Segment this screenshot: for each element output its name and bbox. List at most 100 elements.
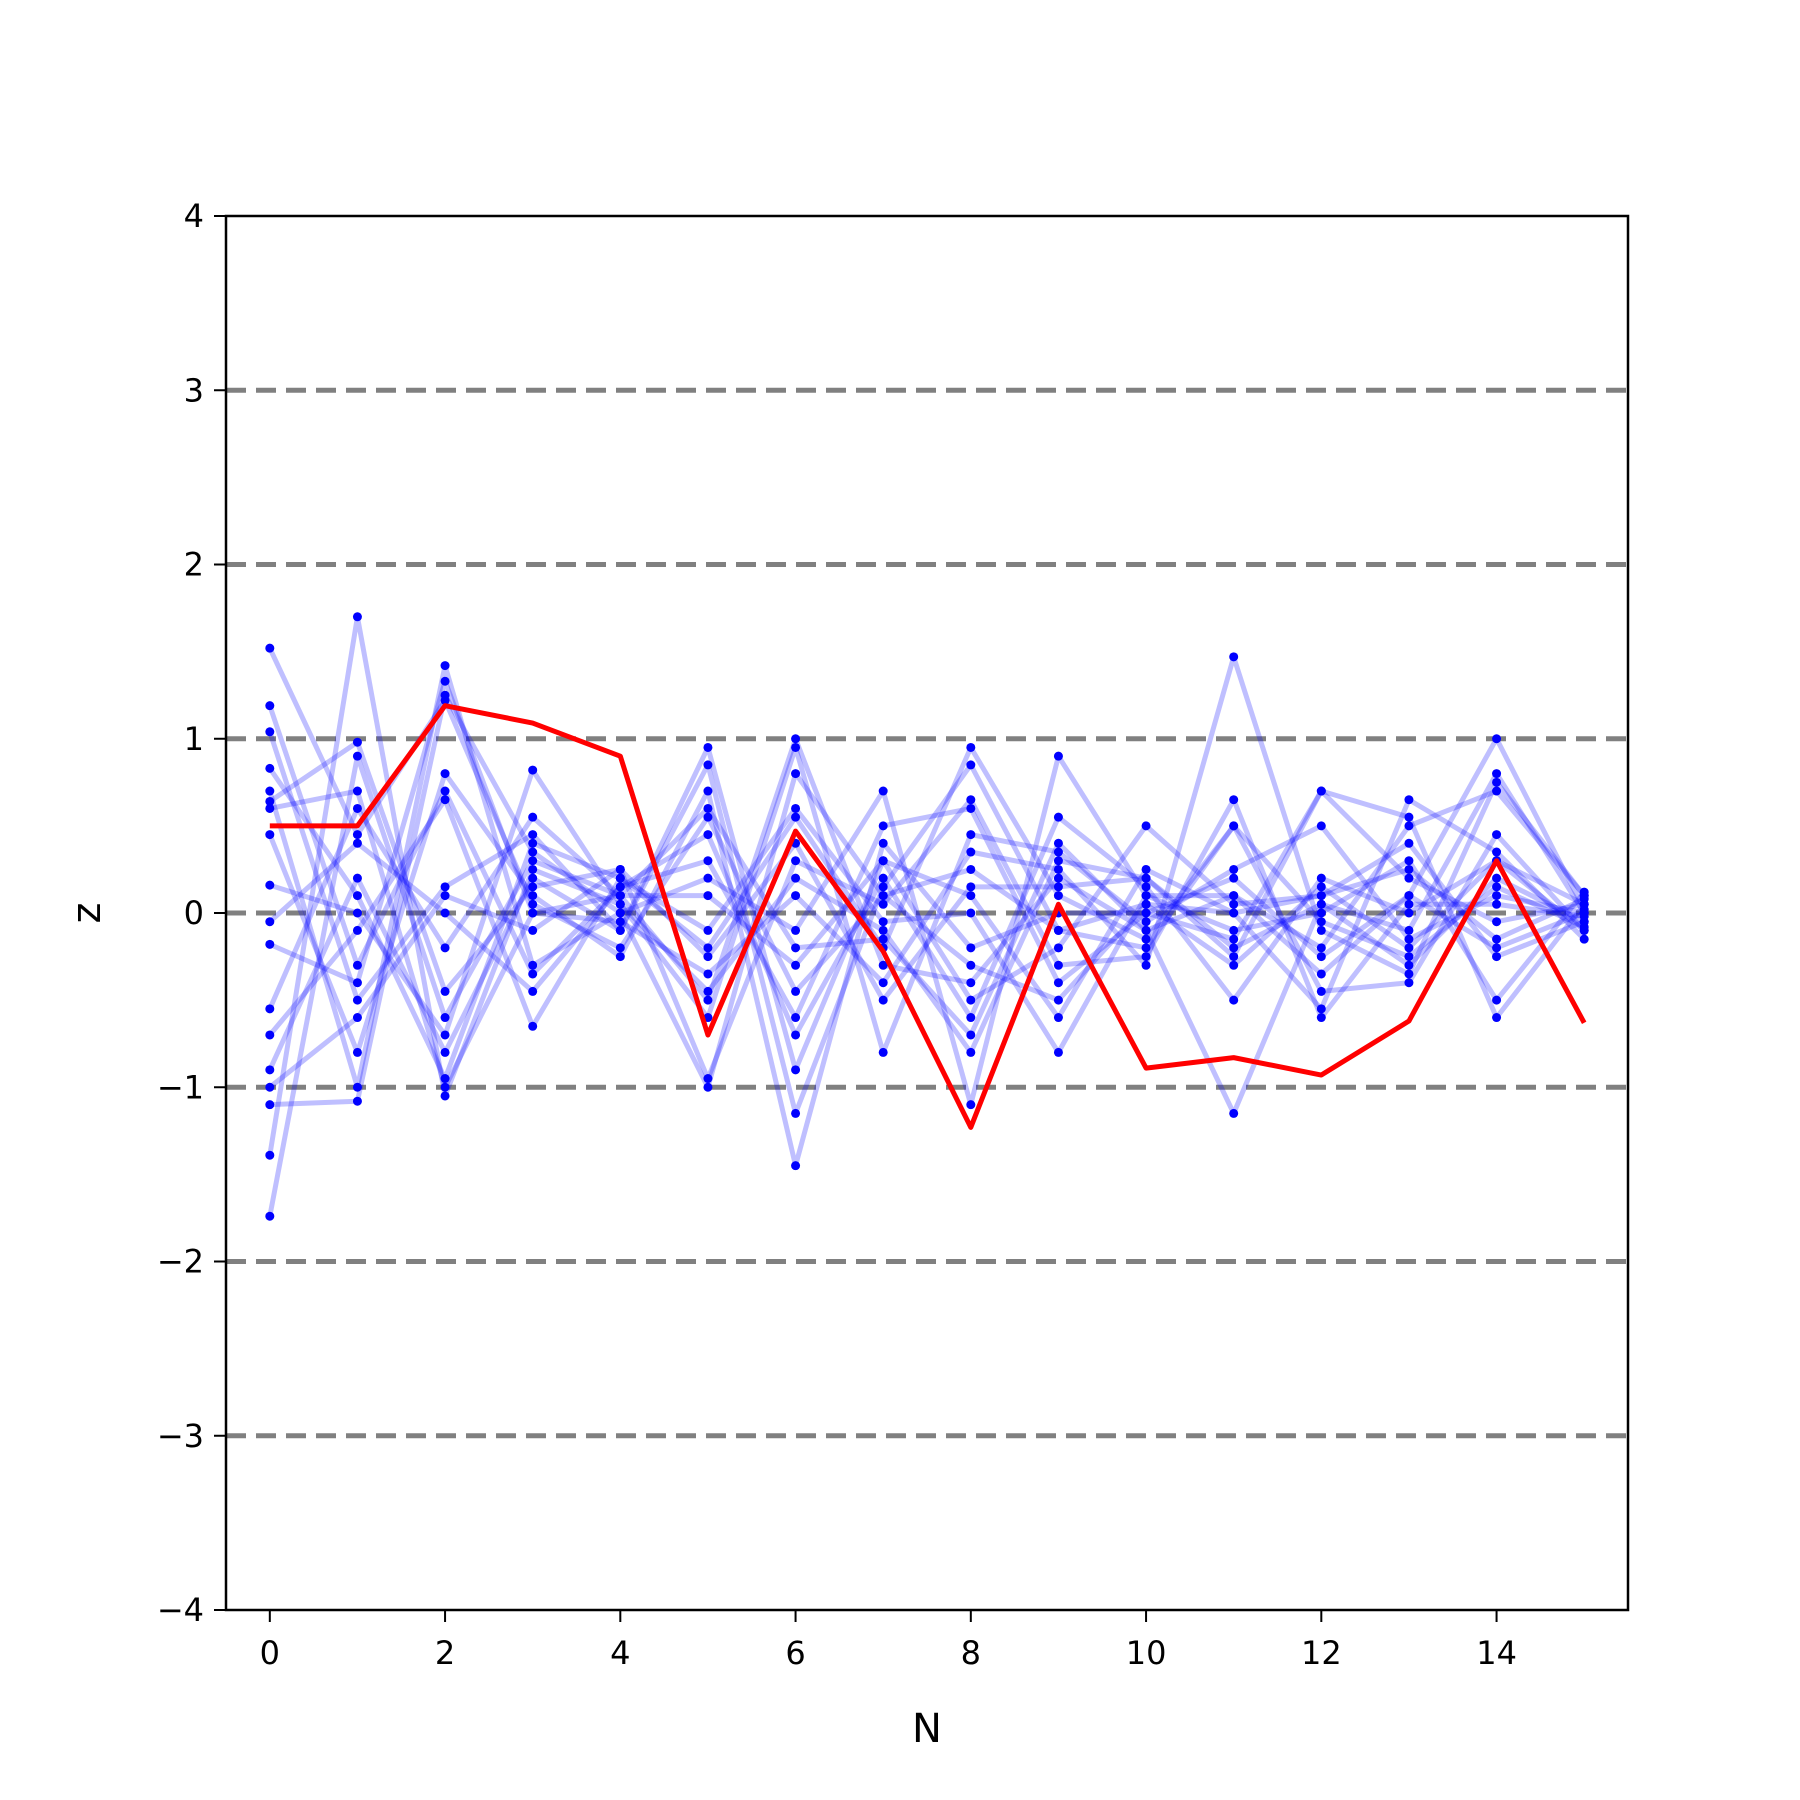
sample-point	[1404, 952, 1414, 962]
sample-point	[878, 856, 888, 866]
sample-point	[615, 864, 625, 874]
sample-point	[352, 838, 362, 848]
sample-point	[1229, 864, 1239, 874]
sample-point	[966, 1047, 976, 1057]
sample-line	[267, 704, 1586, 1021]
sample-point	[1053, 978, 1063, 988]
sample-series-points	[265, 612, 1589, 1221]
sample-point	[265, 917, 275, 927]
sample-line	[269, 771, 1587, 1116]
sample-point	[791, 856, 801, 866]
sample-point	[1579, 899, 1589, 909]
x-tick-label: 0	[260, 1634, 280, 1672]
sample-point	[966, 830, 976, 840]
sample-point	[966, 742, 976, 752]
sample-point	[1492, 786, 1502, 796]
sample-point	[703, 1082, 713, 1092]
sample-point	[878, 882, 888, 892]
x-tick-label: 10	[1126, 1634, 1167, 1672]
sample-point	[352, 737, 362, 747]
sample-point	[1579, 908, 1589, 918]
sample-point	[440, 1074, 450, 1084]
sample-point	[791, 734, 801, 744]
sample-point	[528, 838, 538, 848]
sample-point	[1053, 751, 1063, 761]
sample-point	[1316, 1004, 1326, 1014]
sample-point	[1316, 891, 1326, 901]
sample-point	[528, 891, 538, 901]
sample-point	[1492, 891, 1502, 901]
sample-point	[352, 960, 362, 970]
sample-point	[966, 760, 976, 770]
sample-point	[265, 1100, 275, 1110]
sample-line	[268, 814, 1586, 1038]
sample-point	[1229, 873, 1239, 883]
sample-point	[1053, 873, 1063, 883]
sample-point	[1141, 882, 1151, 892]
y-axis-ticks: −4 −3 −2 −1 0 1 2 3 4	[157, 197, 226, 1629]
sample-point	[615, 891, 625, 901]
sample-point	[966, 891, 976, 901]
sample-point	[1229, 899, 1239, 909]
sample-line	[269, 744, 1585, 1055]
sample-point	[966, 803, 976, 813]
y-tick-label: 1	[184, 720, 204, 758]
sample-point	[615, 873, 625, 883]
sample-point	[1229, 952, 1239, 962]
sample-point	[1141, 821, 1151, 831]
sample-line	[269, 692, 1586, 1108]
sample-point	[352, 786, 362, 796]
sample-point	[1492, 995, 1502, 1005]
sample-point	[1229, 943, 1239, 953]
sample-point	[1141, 934, 1151, 944]
sample-point	[703, 786, 713, 796]
sample-point	[615, 952, 625, 962]
sample-point	[528, 765, 538, 775]
sample-point	[615, 943, 625, 953]
sample-point	[703, 873, 713, 883]
sample-point	[528, 908, 538, 918]
sample-line	[267, 771, 1587, 1169]
sample-point	[966, 882, 976, 892]
sample-point	[440, 943, 450, 953]
sample-point	[1404, 934, 1414, 944]
sample-point	[966, 978, 976, 988]
y-tick-label: 3	[184, 371, 204, 409]
sample-point	[878, 960, 888, 970]
sample-point	[265, 1030, 275, 1040]
sample-point	[265, 701, 275, 711]
sample-point	[1492, 952, 1502, 962]
sample-point	[528, 1021, 538, 1031]
sample-point	[528, 960, 538, 970]
sample-point	[791, 812, 801, 822]
sample-point	[878, 925, 888, 935]
sample-point	[1316, 899, 1326, 909]
sample-point	[1579, 934, 1589, 944]
x-tick-label: 8	[961, 1634, 981, 1672]
sample-point	[528, 847, 538, 857]
sample-point	[528, 882, 538, 892]
sample-line	[267, 762, 1586, 1116]
sample-point	[703, 995, 713, 1005]
sample-point	[1053, 1013, 1063, 1023]
sample-point	[352, 1082, 362, 1092]
sample-point	[878, 1047, 888, 1057]
sample-point	[878, 873, 888, 883]
sample-point	[1229, 995, 1239, 1005]
sample-point	[1053, 1047, 1063, 1057]
sample-point	[265, 1150, 275, 1160]
sample-line	[267, 663, 1587, 1108]
sample-point	[703, 856, 713, 866]
sample-point	[703, 952, 713, 962]
sample-point	[1316, 925, 1326, 935]
sample-point	[265, 1211, 275, 1221]
sample-line	[267, 736, 1587, 1217]
sample-point	[352, 978, 362, 988]
sample-line	[268, 654, 1587, 986]
sample-point	[1141, 891, 1151, 901]
sample-point	[440, 1030, 450, 1040]
sample-point	[1579, 922, 1589, 932]
sample-point	[615, 925, 625, 935]
sample-point	[352, 1013, 362, 1023]
sample-point	[352, 925, 362, 935]
